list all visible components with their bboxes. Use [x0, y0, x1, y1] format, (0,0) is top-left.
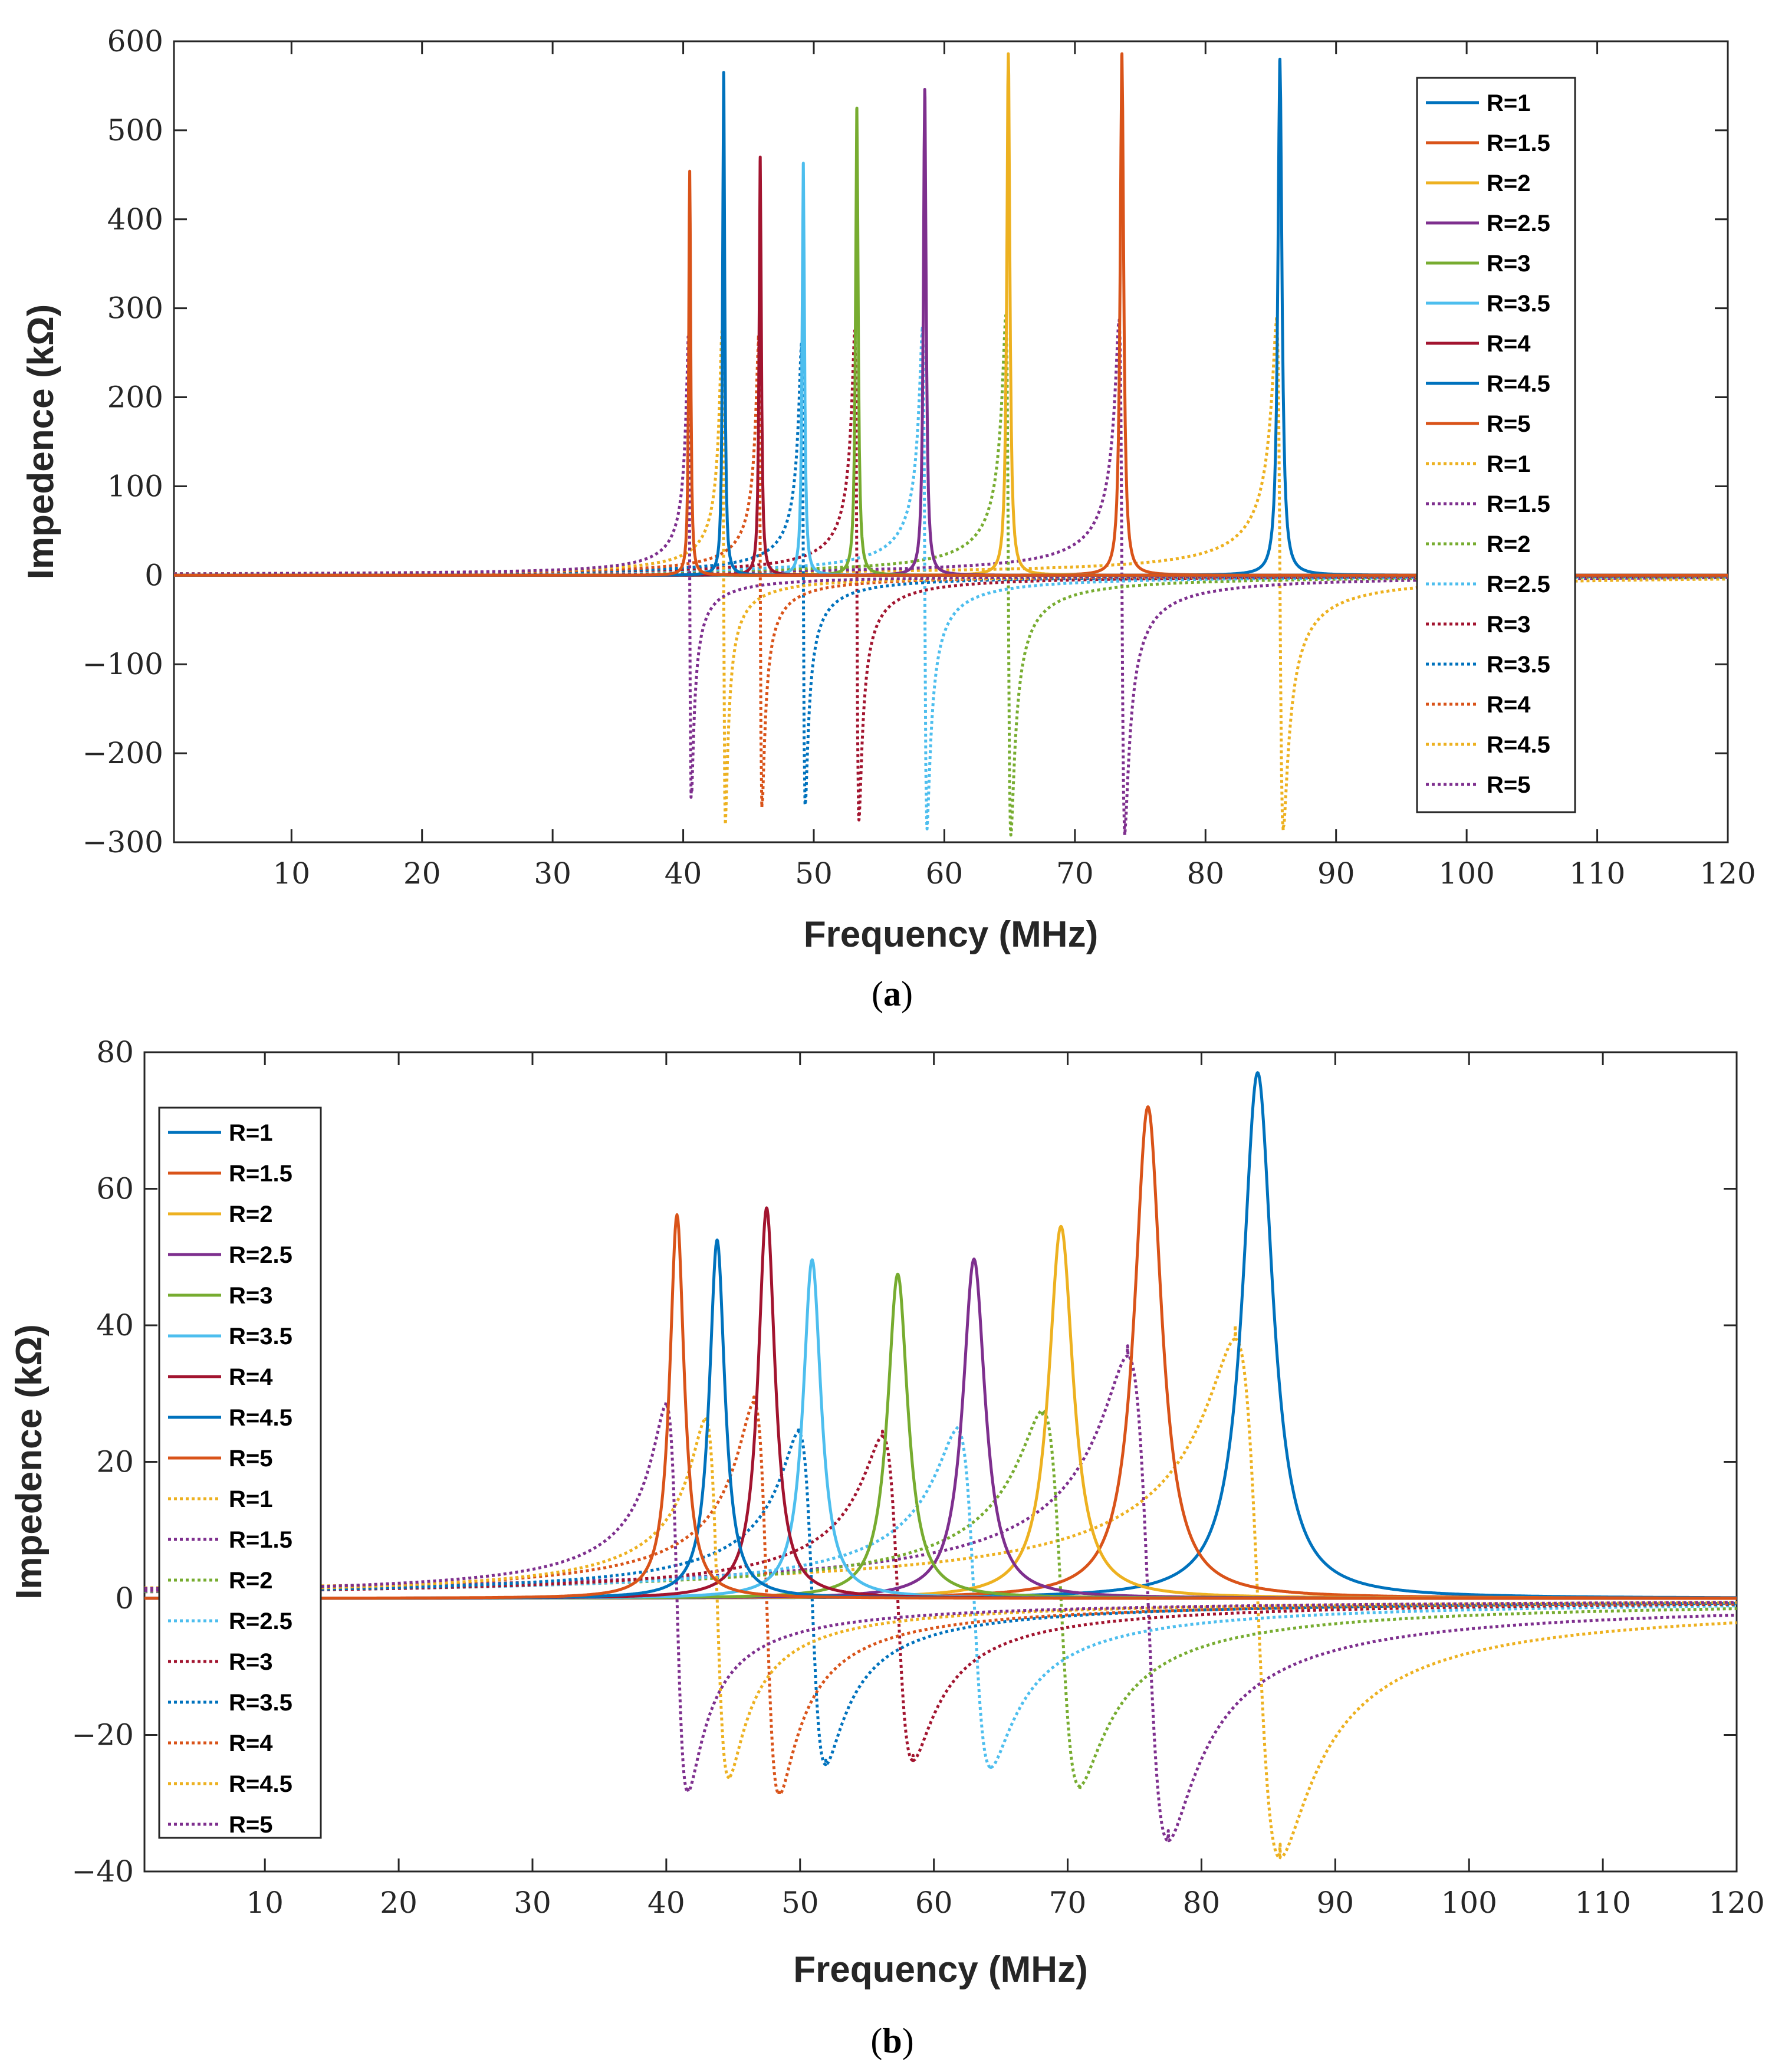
legend-label-a-17: R=5 — [1487, 772, 1531, 798]
legend-label-b-2: R=2 — [229, 1201, 273, 1227]
y-axis-title-a: Impedence (kΩ) — [21, 304, 61, 580]
series-b-dotted-R-4_5 — [144, 1416, 1737, 1779]
y-tick-label-b-0: −40 — [71, 1854, 134, 1889]
y-tick-label-b-3: 20 — [96, 1445, 134, 1479]
y-axis-title-b: Impedence (kΩ) — [9, 1324, 50, 1600]
x-tick-label-a-30: 30 — [534, 856, 571, 891]
x-axis-title-b: Frequency (MHz) — [793, 1949, 1087, 1990]
x-tick-label-b-110: 110 — [1574, 1886, 1631, 1920]
legend-label-a-9: R=1 — [1487, 451, 1531, 477]
y-tick-label-b-1: −20 — [71, 1718, 134, 1752]
legend-label-a-12: R=2.5 — [1487, 572, 1550, 597]
series-group-b — [144, 1071, 1737, 1860]
panel-b: 10 20 30 40 50 60 70 80 90 100 110 120 −40 −20 0 20 40 60… — [9, 1035, 1765, 2060]
legend-label-b-5: R=3.5 — [229, 1324, 292, 1349]
x-axis-title-a: Frequency (MHz) — [804, 914, 1098, 955]
y-tick-label-a-4: 100 — [107, 469, 163, 503]
legend-box-b — [158, 1106, 322, 1839]
legend-label-b-11: R=2 — [229, 1568, 273, 1594]
y-tick-label-b-6: 80 — [96, 1035, 134, 1069]
legend-label-b-6: R=4 — [229, 1364, 273, 1390]
legend-label-b-13: R=3 — [229, 1649, 273, 1675]
x-tick-label-a-120: 120 — [1699, 856, 1756, 891]
legend-label-a-6: R=4 — [1487, 331, 1531, 357]
caption-b: (b) — [870, 2021, 913, 2060]
legend-label-b-12: R=2.5 — [229, 1608, 292, 1634]
legend-label-b-4: R=3 — [229, 1283, 273, 1309]
legend-label-a-5: R=3.5 — [1487, 291, 1550, 317]
legend-label-b-16: R=4.5 — [229, 1771, 292, 1797]
legend-label-b-9: R=1 — [229, 1486, 273, 1512]
legend-label-a-15: R=4 — [1487, 692, 1531, 718]
legend-b: R=1 R=1.5 R=2 R=2.5 R=3 R=3.5 R=4 R=4.5 R=5 R=1 R=… — [158, 1106, 322, 1839]
x-tick-label-a-70: 70 — [1056, 856, 1094, 891]
y-tick-label-b-4: 40 — [96, 1308, 134, 1342]
caption-a: (a) — [872, 974, 913, 1013]
legend-label-b-15: R=4 — [229, 1731, 273, 1756]
legend-label-a-14: R=3.5 — [1487, 652, 1550, 678]
legend-label-a-7: R=4.5 — [1487, 371, 1550, 397]
x-tick-label-b-30: 30 — [514, 1886, 551, 1920]
x-tick-label-b-120: 120 — [1708, 1886, 1764, 1920]
x-tick-label-b-60: 60 — [915, 1886, 953, 1920]
x-tick-label-a-10: 10 — [272, 856, 310, 891]
x-tick-label-b-10: 10 — [246, 1886, 284, 1920]
x-tick-label-b-40: 40 — [647, 1886, 685, 1920]
legend-label-b-17: R=5 — [229, 1812, 273, 1838]
legend-label-a-16: R=4.5 — [1487, 732, 1550, 758]
legend-label-b-7: R=4.5 — [229, 1405, 292, 1431]
legend-label-b-8: R=5 — [229, 1446, 273, 1472]
y-tick-label-a-2: −100 — [83, 647, 163, 681]
x-tick-label-b-90: 90 — [1317, 1886, 1355, 1920]
legend-box-a — [1416, 77, 1576, 813]
y-tick-label-a-9: 600 — [107, 24, 163, 58]
y-tick-label-a-1: −200 — [83, 736, 163, 770]
series-b-dotted-R-5 — [144, 1401, 1737, 1794]
y-tick-label-a-7: 400 — [107, 202, 163, 237]
y-tick-label-a-5: 200 — [107, 380, 163, 415]
legend-label-a-10: R=1.5 — [1487, 491, 1550, 517]
legend-label-a-11: R=2 — [1487, 531, 1531, 557]
legend-label-b-14: R=3.5 — [229, 1690, 292, 1716]
x-tick-label-b-20: 20 — [380, 1886, 418, 1920]
legend-label-a-1: R=1.5 — [1487, 130, 1550, 156]
x-tick-label-b-80: 80 — [1183, 1886, 1221, 1920]
series-a-dotted-R-5 — [174, 335, 1728, 799]
x-tick-label-b-50: 50 — [781, 1886, 819, 1920]
legend-label-b-0: R=1 — [229, 1120, 273, 1146]
legend-label-a-3: R=2.5 — [1487, 211, 1550, 237]
x-tick-label-b-70: 70 — [1049, 1886, 1087, 1920]
x-tick-label-a-60: 60 — [926, 856, 964, 891]
legend-label-a-8: R=5 — [1487, 411, 1531, 437]
y-tick-label-a-0: −300 — [83, 825, 163, 859]
axes-frame-b — [143, 1051, 1738, 1873]
x-tick-label-a-20: 20 — [403, 856, 441, 891]
y-tick-label-a-8: 500 — [107, 113, 163, 147]
x-tick-label-a-110: 110 — [1569, 856, 1625, 891]
y-tick-label-a-6: 300 — [107, 291, 163, 326]
legend-a: R=1 R=1.5 R=2 R=2.5 R=3 R=3.5 R=4 R=4.5 R=5 R=1 R=… — [1416, 77, 1576, 813]
legend-label-a-2: R=2 — [1487, 170, 1531, 196]
y-tick-label-a-3: 0 — [144, 558, 163, 592]
legend-label-b-3: R=2.5 — [229, 1242, 292, 1268]
x-tick-label-a-90: 90 — [1317, 856, 1355, 891]
x-tick-label-a-40: 40 — [665, 856, 702, 891]
series-b-solid-R-5 — [144, 1213, 1737, 1600]
panel-a: 10 20 30 40 50 60 70 80 90 100 110 120 −300 −200 −100 0… — [21, 24, 1756, 1013]
x-tick-label-a-100: 100 — [1438, 856, 1494, 891]
x-tick-label-a-50: 50 — [795, 856, 833, 891]
y-tick-label-b-5: 60 — [96, 1172, 134, 1206]
legend-label-b-10: R=1.5 — [229, 1527, 292, 1553]
legend-label-b-1: R=1.5 — [229, 1161, 292, 1187]
legend-label-a-13: R=3 — [1487, 612, 1531, 638]
x-tick-label-a-80: 80 — [1186, 856, 1224, 891]
legend-label-a-4: R=3 — [1487, 251, 1531, 277]
x-tick-label-b-100: 100 — [1441, 1886, 1497, 1920]
y-tick-label-b-2: 0 — [115, 1581, 134, 1615]
legend-label-a-0: R=1 — [1487, 90, 1531, 116]
